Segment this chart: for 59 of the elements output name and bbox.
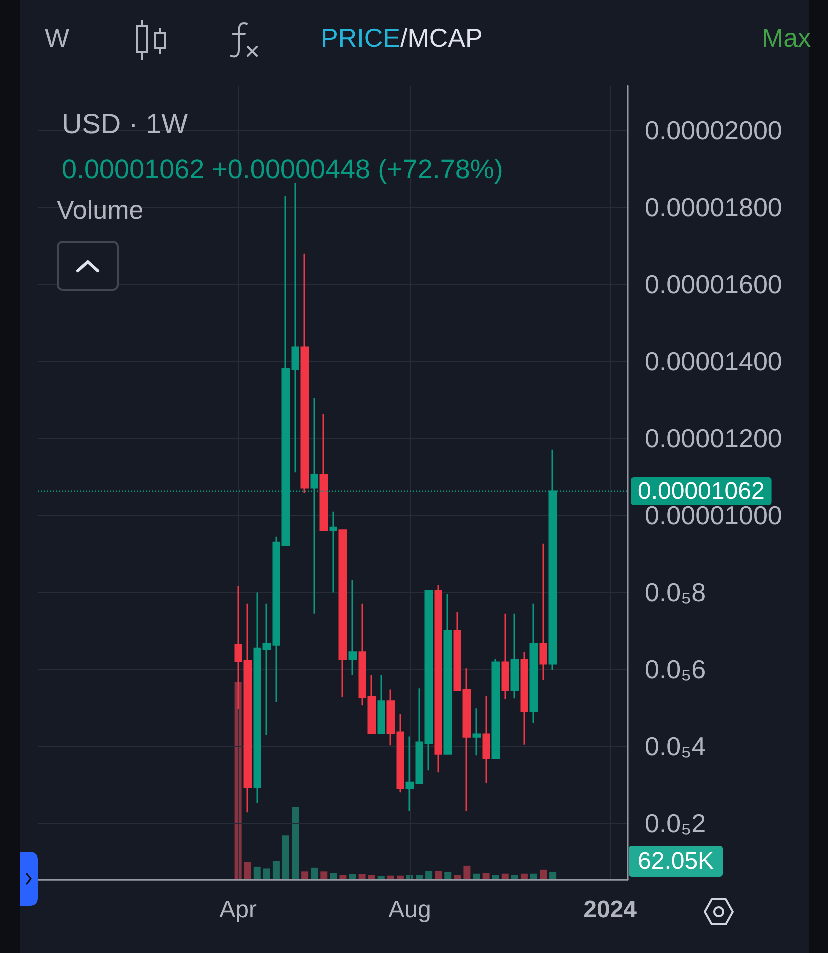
text: PRICE	[321, 23, 400, 53]
candlestick	[444, 594, 452, 755]
candlestick	[472, 708, 482, 756]
bar	[426, 871, 433, 880]
text: 62.05K	[638, 848, 714, 875]
bar	[272, 861, 280, 880]
bar	[550, 872, 557, 880]
y-tick-label: 0.0₅6	[645, 654, 706, 684]
candlestick	[510, 613, 520, 700]
bar	[349, 874, 356, 880]
text: USD · 1W	[62, 108, 189, 140]
candlestick	[540, 543, 548, 682]
candlestick	[300, 253, 310, 494]
y-tick-label: 0.00001600	[645, 269, 782, 300]
bar	[292, 807, 300, 880]
x-tick-label: Apr	[220, 896, 257, 924]
y-tick-label: 0.0₅2	[645, 808, 706, 838]
bar	[473, 874, 480, 880]
candlestick	[482, 695, 490, 784]
bar	[378, 876, 385, 880]
candlestick	[330, 511, 338, 594]
y-tick-label: 0.0₅4	[645, 731, 706, 762]
bar	[520, 874, 528, 880]
bar	[358, 874, 366, 880]
bar	[464, 866, 471, 880]
candlestick	[320, 413, 328, 532]
x-tick-label: 2024	[584, 896, 638, 924]
bar	[444, 872, 452, 880]
candlestick	[378, 674, 386, 734]
bar	[244, 862, 252, 880]
bar	[302, 872, 309, 880]
candlestick	[502, 613, 510, 700]
text: /MCAP	[400, 23, 483, 53]
bar	[502, 874, 509, 880]
bar	[254, 866, 261, 880]
bar	[263, 868, 270, 880]
y-tick-label: 0.00001400	[645, 346, 782, 376]
text: W	[45, 23, 70, 53]
bar	[435, 871, 442, 880]
candlestick	[492, 658, 500, 760]
candlestick	[530, 603, 538, 724]
y-tick-label: 0.00001200	[645, 423, 782, 454]
annotation: Volume	[57, 195, 144, 225]
candlestick	[520, 651, 528, 746]
bar	[320, 872, 328, 880]
bar	[330, 873, 338, 880]
y-tick-label: 0.00001800	[645, 192, 782, 222]
bar	[540, 870, 548, 880]
text: 0.00001062 +0.00000448 (+72.78%)	[62, 154, 504, 184]
bar	[282, 836, 290, 880]
y-tick-label: 0.00002000	[645, 115, 782, 146]
bar	[530, 874, 538, 880]
candlestick	[338, 530, 348, 698]
bar	[311, 868, 318, 880]
y-tick-label: 0.0₅8	[645, 577, 706, 608]
candlestick	[348, 580, 358, 676]
candlestick	[434, 584, 442, 774]
x-tick-label: Aug	[388, 896, 432, 924]
text: Max	[762, 23, 812, 53]
